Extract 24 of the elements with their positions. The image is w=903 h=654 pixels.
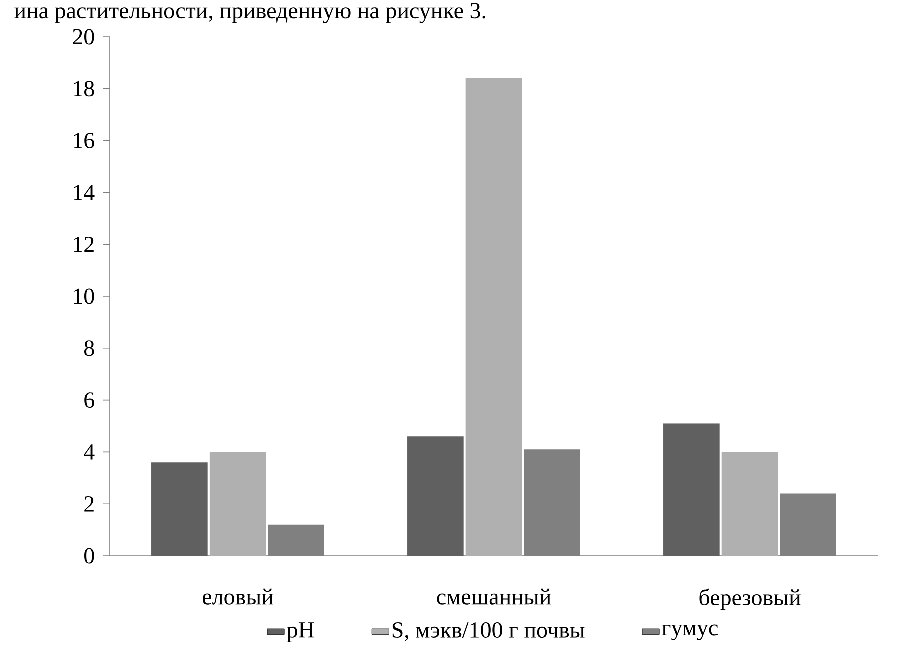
bar	[210, 452, 266, 556]
x-tick-label: еловый	[202, 588, 274, 605]
x-tick-label: смешанный	[437, 588, 552, 605]
bar	[466, 78, 522, 556]
y-tick-label: 12	[74, 236, 94, 252]
y-tick-label: 16	[74, 133, 94, 149]
bar	[722, 452, 778, 556]
bar	[152, 462, 208, 556]
legend-label: гумус	[662, 624, 718, 641]
y-tick-label: 4	[84, 444, 95, 460]
y-tick-label: 10	[74, 288, 94, 304]
bar	[408, 436, 464, 556]
bar	[664, 424, 720, 556]
y-tick-label: 0	[84, 548, 94, 564]
y-tick-label: 20	[73, 29, 94, 45]
legend-label: pH	[287, 622, 314, 643]
y-tick-label: 14	[74, 185, 95, 200]
y-tick-label: 8	[84, 340, 94, 356]
text: ина растительности, приведенную на рисунке 3.	[14, 3, 486, 24]
y-tick-label: 6	[84, 392, 94, 408]
x-tick-label: березовый	[700, 588, 801, 610]
legend-label: S, мэкв/100 г почвы	[392, 622, 585, 642]
y-tick-label: 18	[74, 81, 94, 97]
y-tick-label: 2	[84, 496, 94, 512]
